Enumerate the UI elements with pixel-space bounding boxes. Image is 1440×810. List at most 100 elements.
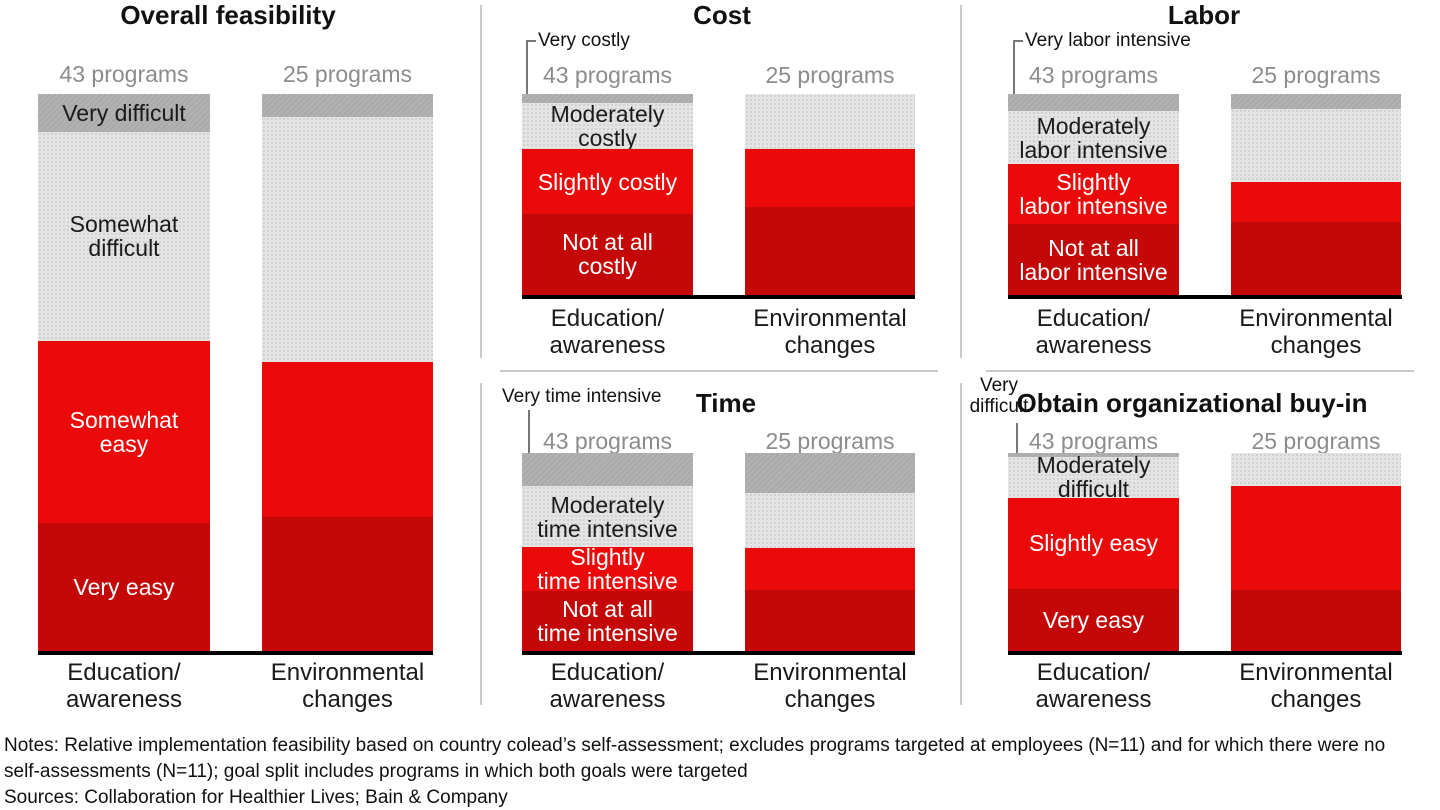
bar-segment-light_gray: Somewhat difficult <box>38 131 210 341</box>
notes-line-1: Notes: Relative implementation feasibili… <box>4 735 1386 756</box>
bar-segment-dark_gray <box>522 94 693 104</box>
bar-segment-light_gray <box>745 492 915 549</box>
bar-segment-dark_red: Not at all labor intensive <box>1008 224 1179 295</box>
bar-segment-dark_red <box>1231 221 1401 295</box>
bar-segment-bright_red: Slightly costly <box>522 149 693 214</box>
bar-segment-light_gray: Moderately difficult <box>1008 453 1179 501</box>
panel-title-cost: Cost <box>693 0 751 30</box>
callout-label: Very time intensive <box>502 386 662 407</box>
axis-line <box>522 651 915 655</box>
segment-label: Slightly labor intensive <box>1019 169 1168 220</box>
axis-line <box>1008 651 1402 655</box>
bar-segment-bright_red <box>262 361 433 517</box>
bar-category-label: Education/ awareness <box>549 659 666 713</box>
bar-programs-label: 43 programs <box>542 428 673 454</box>
bar-segment-bright_red <box>1231 486 1401 590</box>
segment-label: Slightly time intensive <box>537 544 678 595</box>
bar-segment-dark_gray: Very difficult <box>38 94 210 132</box>
segment-label: Somewhat difficult <box>69 211 179 262</box>
bar-segment-bright_red: Somewhat easy <box>38 340 210 523</box>
bar-segment-bright_red <box>745 149 915 208</box>
panel-title-time: Time <box>695 388 757 418</box>
bar-segment-dark_gray <box>745 453 915 493</box>
bar-programs-label: 43 programs <box>1028 62 1159 88</box>
bar-segment-light_gray: Moderately labor intensive <box>1008 111 1179 165</box>
callout-connector-line <box>1013 40 1015 94</box>
bar-segment-dark_red: Very easy <box>1008 589 1179 651</box>
bar-segment-bright_red: Slightly labor intensive <box>1008 164 1179 225</box>
segment-label: Not at all costly <box>562 229 653 280</box>
bar-segment-light_gray: Moderately time intensive <box>522 486 693 548</box>
bar-category-label: Environmental changes <box>1239 305 1393 359</box>
segment-label: Moderately difficult <box>1036 452 1151 503</box>
callout-label: Very difficult <box>969 375 1029 417</box>
bar-segment-bright_red: Slightly easy <box>1008 497 1179 590</box>
bar-segment-dark_red <box>1231 590 1401 651</box>
bar-segment-dark_red: Very easy <box>38 522 210 651</box>
callout-connector-line <box>528 410 530 453</box>
callout-connector-tick <box>526 40 536 42</box>
bar-segment-bright_red <box>745 548 915 590</box>
bar-programs-label: 43 programs <box>1028 428 1159 454</box>
bar-segment-dark_red <box>262 516 433 651</box>
callout-connector-line <box>526 40 528 94</box>
bar-segment-dark_red <box>745 590 915 651</box>
bar-category-label: Environmental changes <box>753 659 907 713</box>
bar-programs-label: 25 programs <box>1251 428 1381 454</box>
callout-label: Very labor intensive <box>1025 30 1191 51</box>
bar-segment-light_gray <box>262 116 433 362</box>
axis-line <box>522 295 915 299</box>
bar-segment-dark_gray <box>1008 94 1179 112</box>
panel-title-labor: Labor <box>1167 0 1241 30</box>
separator-vertical-right-bottom <box>960 383 962 705</box>
separator-vertical-left-top <box>480 5 482 358</box>
callout-connector-tick <box>1013 40 1023 42</box>
segment-label: Moderately labor intensive <box>1019 112 1168 163</box>
bar-segment-dark_red: Not at all time intensive <box>522 591 693 651</box>
separator-horizontal-middle <box>500 370 938 372</box>
segment-label: Very easy <box>1043 607 1144 633</box>
bar-programs-label: 43 programs <box>59 61 189 87</box>
bar-category-label: Environmental changes <box>270 659 425 713</box>
axis-line <box>38 651 433 655</box>
bar-category-label: Education/ awareness <box>549 305 666 359</box>
bar-segment-bright_red: Slightly time intensive <box>522 544 693 595</box>
bar-category-label: Education/ awareness <box>1035 305 1152 359</box>
bar-segment-dark_red <box>745 207 915 295</box>
bar-segment-dark_red: Not at all costly <box>522 213 693 295</box>
bar-category-label: Education/ awareness <box>1035 659 1152 713</box>
segment-label: Very difficult <box>62 99 186 126</box>
bar-programs-label: 43 programs <box>542 62 673 88</box>
bar-segment-light_gray <box>1231 109 1401 182</box>
bar-programs-label: 25 programs <box>765 62 895 88</box>
bar-segment-light_gray <box>745 94 915 150</box>
bar-category-label: Environmental changes <box>1239 659 1393 713</box>
segment-label: Moderately costly <box>550 101 665 152</box>
bar-category-label: Education/ awareness <box>65 659 183 713</box>
bar-segment-dark_gray <box>262 94 433 117</box>
bar-programs-label: 25 programs <box>765 428 895 454</box>
bar-segment-light_gray <box>1231 453 1401 487</box>
bar-segment-dark_gray <box>1008 453 1179 457</box>
segment-label: Moderately time intensive <box>537 491 678 542</box>
segment-label: Slightly costly <box>537 168 678 195</box>
bar-segment-light_gray: Moderately costly <box>522 101 693 152</box>
separator-horizontal-right <box>986 370 1414 372</box>
panel-title-buyin: Obtain organizational buy-in <box>1016 388 1368 418</box>
segment-label: Very easy <box>73 573 175 600</box>
segment-label: Not at all time intensive <box>537 595 678 646</box>
separator-vertical-right-top <box>960 5 962 358</box>
bar-programs-label: 25 programs <box>282 61 413 87</box>
bar-category-label: Environmental changes <box>753 305 907 359</box>
bar-programs-label: 25 programs <box>1251 62 1381 88</box>
bar-segment-dark_gray <box>1231 94 1401 110</box>
segment-label: Not at all labor intensive <box>1019 234 1168 285</box>
segment-label: Slightly easy <box>1028 530 1159 557</box>
notes-line-2: self-assessments (N=11); goal split incl… <box>4 761 748 782</box>
bar-segment-bright_red <box>1231 181 1401 222</box>
footnotes: Notes: Relative implementation feasibili… <box>4 733 1436 810</box>
callout-label: Very costly <box>538 30 630 51</box>
separator-vertical-left-bottom <box>480 383 482 705</box>
